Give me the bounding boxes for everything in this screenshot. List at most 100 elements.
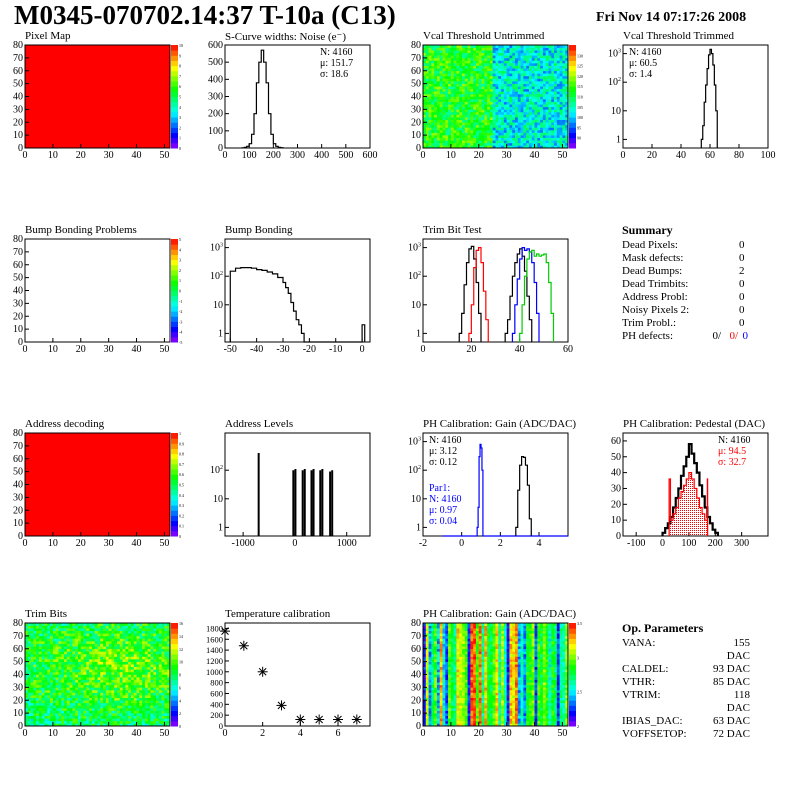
heatmap-cell xyxy=(535,78,538,81)
heatmap-cell xyxy=(535,48,538,51)
heatmap-cell xyxy=(448,104,451,107)
heatmap-cell xyxy=(434,667,437,670)
heatmap-cell xyxy=(123,693,126,696)
heatmap-cell xyxy=(462,84,465,87)
heatmap-cell xyxy=(429,133,432,136)
heatmap-cell xyxy=(501,133,504,136)
heatmap-cell xyxy=(479,130,482,133)
heatmap-cell xyxy=(31,656,34,659)
heatmap-cell xyxy=(454,73,457,76)
heatmap-cell xyxy=(28,716,31,719)
heatmap-cell xyxy=(560,68,563,71)
y-tick-label: 0 xyxy=(18,337,23,348)
heatmap-cell xyxy=(75,664,78,667)
colorbar-tick-label: 3 xyxy=(179,258,181,263)
heatmap-cell xyxy=(456,117,459,120)
heatmap-cell xyxy=(114,649,117,652)
heatmap-cell xyxy=(125,659,128,662)
heatmap-cell xyxy=(470,84,473,87)
heatmap-cell xyxy=(554,117,557,120)
heatmap-cell xyxy=(518,76,521,79)
heatmap-cell xyxy=(479,58,482,61)
heatmap-cell xyxy=(70,687,73,690)
heatmap-cell xyxy=(448,102,451,105)
heatmap-cell xyxy=(156,664,159,667)
heatmap-cell xyxy=(117,667,120,670)
heatmap-cell xyxy=(431,664,434,667)
heatmap-cell xyxy=(535,89,538,92)
heatmap-cell xyxy=(139,708,142,711)
heatmap-cell xyxy=(562,122,565,125)
heatmap-cell xyxy=(42,721,45,724)
heatmap-cell xyxy=(507,120,510,123)
heatmap-cell xyxy=(47,680,50,683)
heatmap-cell xyxy=(78,651,81,654)
heatmap-cell xyxy=(509,109,512,112)
heatmap-cell xyxy=(521,48,524,51)
y-tick-label: 80 xyxy=(13,234,23,245)
heatmap-cell xyxy=(493,143,496,146)
heatmap-cell xyxy=(426,48,429,51)
heatmap-cell xyxy=(42,662,45,665)
heatmap-cell xyxy=(479,99,482,102)
heatmap-cell xyxy=(61,682,64,685)
heatmap-cell xyxy=(526,71,529,74)
heatmap-cell xyxy=(84,628,87,631)
heatmap-cell xyxy=(535,122,538,125)
heatmap-cell xyxy=(537,91,540,94)
row-label: Dead Bumps: xyxy=(622,265,739,278)
heatmap-cell xyxy=(111,687,114,690)
heatmap-cell xyxy=(462,58,465,61)
heatmap-cell xyxy=(434,687,437,690)
heatmap-cell xyxy=(484,125,487,128)
heatmap-cell xyxy=(443,140,446,143)
heatmap-cell xyxy=(496,127,499,130)
y-tick-label: 30 xyxy=(411,104,421,115)
heatmap-cell xyxy=(131,680,134,683)
y-tick-label: 30 xyxy=(13,682,23,693)
heatmap-cell xyxy=(434,122,437,125)
heatmap-cell xyxy=(554,73,557,76)
heatmap-cell xyxy=(493,99,496,102)
heatmap-cell xyxy=(106,649,109,652)
heatmap-cell xyxy=(128,656,131,659)
heatmap-cell xyxy=(39,667,42,670)
heatmap-cell xyxy=(521,53,524,56)
heatmap-cell xyxy=(537,63,540,66)
heatmap-cell xyxy=(42,698,45,701)
heatmap-cell xyxy=(162,644,165,647)
heatmap-cell xyxy=(103,651,106,654)
heatmap-cell xyxy=(470,138,473,141)
heatmap-cell xyxy=(546,76,549,79)
heatmap-cell xyxy=(443,117,446,120)
heatmap-cell xyxy=(95,631,98,634)
y-tick-label: 60 xyxy=(13,454,23,465)
heatmap-cell xyxy=(465,127,468,130)
heatmap-cell xyxy=(440,130,443,133)
colorbar-segment xyxy=(171,721,178,727)
heatmap-cell xyxy=(61,662,64,665)
heatmap-cell xyxy=(509,115,512,118)
heatmap-cell xyxy=(496,58,499,61)
heatmap-cell xyxy=(148,649,151,652)
heatmap-cell xyxy=(142,631,145,634)
heatmap-cell xyxy=(47,646,50,649)
heatmap-cell xyxy=(95,638,98,641)
heatmap-cell xyxy=(521,91,524,94)
heatmap-cell xyxy=(139,641,142,644)
heatmap-cell xyxy=(42,628,45,631)
heatmap-cell xyxy=(462,50,465,53)
heatmap-cell xyxy=(50,700,53,703)
heatmap-cell xyxy=(443,73,446,76)
heatmap-cell xyxy=(162,649,165,652)
y-tick-label: 103 xyxy=(408,437,421,448)
heatmap-cell xyxy=(78,628,81,631)
heatmap-cell xyxy=(145,641,148,644)
heatmap-cell xyxy=(526,73,529,76)
heatmap-cell xyxy=(509,102,512,105)
heatmap-cell xyxy=(445,97,448,100)
heatmap-cell xyxy=(551,84,554,87)
heatmap-cell xyxy=(456,104,459,107)
heatmap-cell xyxy=(443,112,446,115)
